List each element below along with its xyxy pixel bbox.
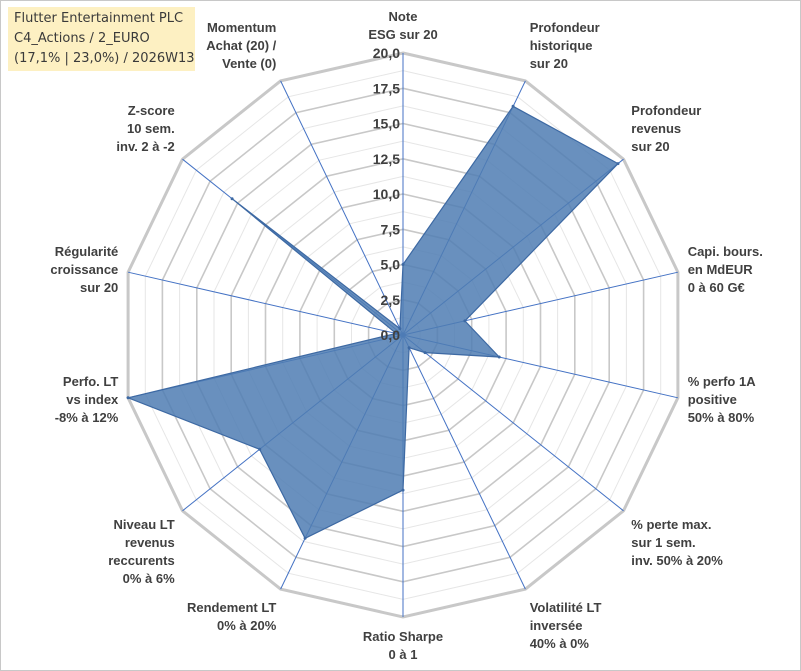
data-point — [394, 331, 398, 335]
data-point — [258, 447, 262, 451]
axis-label-line: Niveau LT — [114, 517, 175, 532]
data-point — [303, 536, 307, 540]
axis-label: Niveau LT revenus reccurents 0% à 6% — [108, 517, 175, 586]
tick-label: 17,5 — [373, 80, 400, 96]
tick-label: 20,0 — [373, 45, 400, 61]
axis-label-line: sur 20 — [631, 139, 669, 154]
axis-label-line: inversée — [530, 618, 583, 633]
axis-label: Note ESG sur 20 — [368, 9, 437, 42]
axis-label-line: 10 sem. — [127, 121, 175, 136]
axis-label-line: sur 20 — [530, 56, 568, 71]
series-area — [126, 105, 619, 540]
data-point — [398, 327, 402, 331]
tick-label: 0,0 — [381, 327, 401, 343]
axis-label-line: Capi. bours. — [688, 244, 763, 259]
data-point — [463, 319, 467, 323]
tick-label: 10,0 — [373, 186, 400, 202]
tick-label: 7,5 — [381, 221, 401, 237]
axis-label-line: en MdEUR — [688, 262, 754, 277]
axis-label: Z-score 10 sem. inv. 2 à -2 — [116, 103, 174, 154]
data-point — [423, 351, 427, 355]
axis-label: % perte max. sur 1 sem. inv. 50% à 20% — [631, 517, 723, 568]
axis-label-line: % perfo 1A — [688, 374, 757, 389]
axis-label-line: Régularité — [55, 244, 119, 259]
data-point — [401, 263, 405, 266]
axis-label-line: 40% à 0% — [530, 636, 590, 651]
axis-label: Volatilité LT inversée 40% à 0% — [530, 600, 602, 651]
axis-label-line: Volatilité LT — [530, 600, 602, 615]
axis-spoke — [127, 271, 404, 336]
tick-labels: 0,0 2,5 5,0 7,5 10,0 12,5 15,0 17,5 20,0 — [373, 45, 400, 343]
data-point — [401, 488, 405, 492]
tick-label: 2,5 — [381, 292, 401, 308]
axis-label-line: inv. 2 à -2 — [116, 139, 174, 154]
axis-label-line: inv. 50% à 20% — [631, 553, 723, 568]
axis-spoke — [280, 80, 404, 336]
title-line-3: (17,1% | 23,0%) / 2026W13 — [14, 51, 195, 66]
axis-spoke — [402, 334, 624, 512]
data-point — [230, 197, 234, 201]
title-box: Flutter Entertainment PLC C4_Actions / 2… — [8, 7, 195, 71]
axis-label: Régularité croissance sur 20 — [50, 244, 118, 295]
axis-spoke — [402, 334, 526, 590]
axis-label-line: 0 à 60 G€ — [688, 280, 745, 295]
axis-label-line: Achat (20) / — [206, 38, 276, 53]
axis-label-line: Perfo. LT — [63, 374, 118, 389]
axis-label-line: Vente (0) — [222, 56, 276, 71]
axis-label-line: -8% à 12% — [55, 410, 119, 425]
axis-label-line: 0% à 20% — [217, 618, 277, 633]
axis-label-line: Rendement LT — [187, 600, 276, 615]
axis-label: % perfo 1A positive 50% à 80% — [688, 374, 757, 425]
data-point — [126, 396, 130, 400]
axis-label-line: revenus — [631, 121, 681, 136]
axis-label: Profondeur historique sur 20 — [530, 20, 600, 71]
axis-label: Profondeur revenus sur 20 — [631, 103, 701, 154]
axis-label-line: revenus — [125, 535, 175, 550]
data-point — [407, 346, 411, 350]
axis-label: Ratio Sharpe 0 à 1 — [363, 629, 443, 662]
axis-label-line: positive — [688, 392, 737, 407]
axis-label: Momentum Achat (20) / Vente (0) — [206, 20, 276, 71]
axis-label-line: Z-score — [128, 103, 175, 118]
data-point — [497, 355, 501, 359]
tick-label: 5,0 — [381, 257, 401, 273]
axis-label: Perfo. LT vs index -8% à 12% — [55, 374, 119, 425]
axis-label-line: % perte max. — [631, 517, 711, 532]
axis-label: Rendement LT 0% à 20% — [187, 600, 277, 633]
axis-label-line: historique — [530, 38, 593, 53]
data-point — [511, 104, 515, 108]
axis-label-line: vs index — [66, 392, 119, 407]
axis-label-line: sur 1 sem. — [631, 535, 695, 550]
axis-label: Capi. bours. en MdEUR 0 à 60 G€ — [688, 244, 763, 295]
axis-label-line: Profondeur — [631, 103, 701, 118]
axis-label-line: sur 20 — [80, 280, 118, 295]
axis-label-line: Momentum — [207, 20, 276, 35]
axis-label-line: reccurents — [108, 553, 174, 568]
axis-label-line: Ratio Sharpe — [363, 629, 443, 644]
title-line-2: C4_Actions / 2_EURO — [14, 31, 150, 46]
axis-labels: Note ESG sur 20 Profondeur historique sur 20… — [50, 9, 762, 662]
axis-label-line: 50% à 80% — [688, 410, 755, 425]
title-line-1: Flutter Entertainment PLC — [14, 11, 184, 26]
axis-label-line: Profondeur — [530, 20, 600, 35]
tick-label: 15,0 — [373, 116, 400, 132]
data-point — [616, 162, 620, 166]
axis-label-line: 0 à 1 — [389, 647, 418, 662]
tick-label: 12,5 — [373, 151, 400, 167]
axis-label-line: Note — [389, 9, 418, 24]
axis-label-line: croissance — [50, 262, 118, 277]
data-series — [126, 104, 620, 540]
axis-label-line: ESG sur 20 — [368, 27, 437, 42]
axis-label-line: 0% à 6% — [123, 571, 175, 586]
